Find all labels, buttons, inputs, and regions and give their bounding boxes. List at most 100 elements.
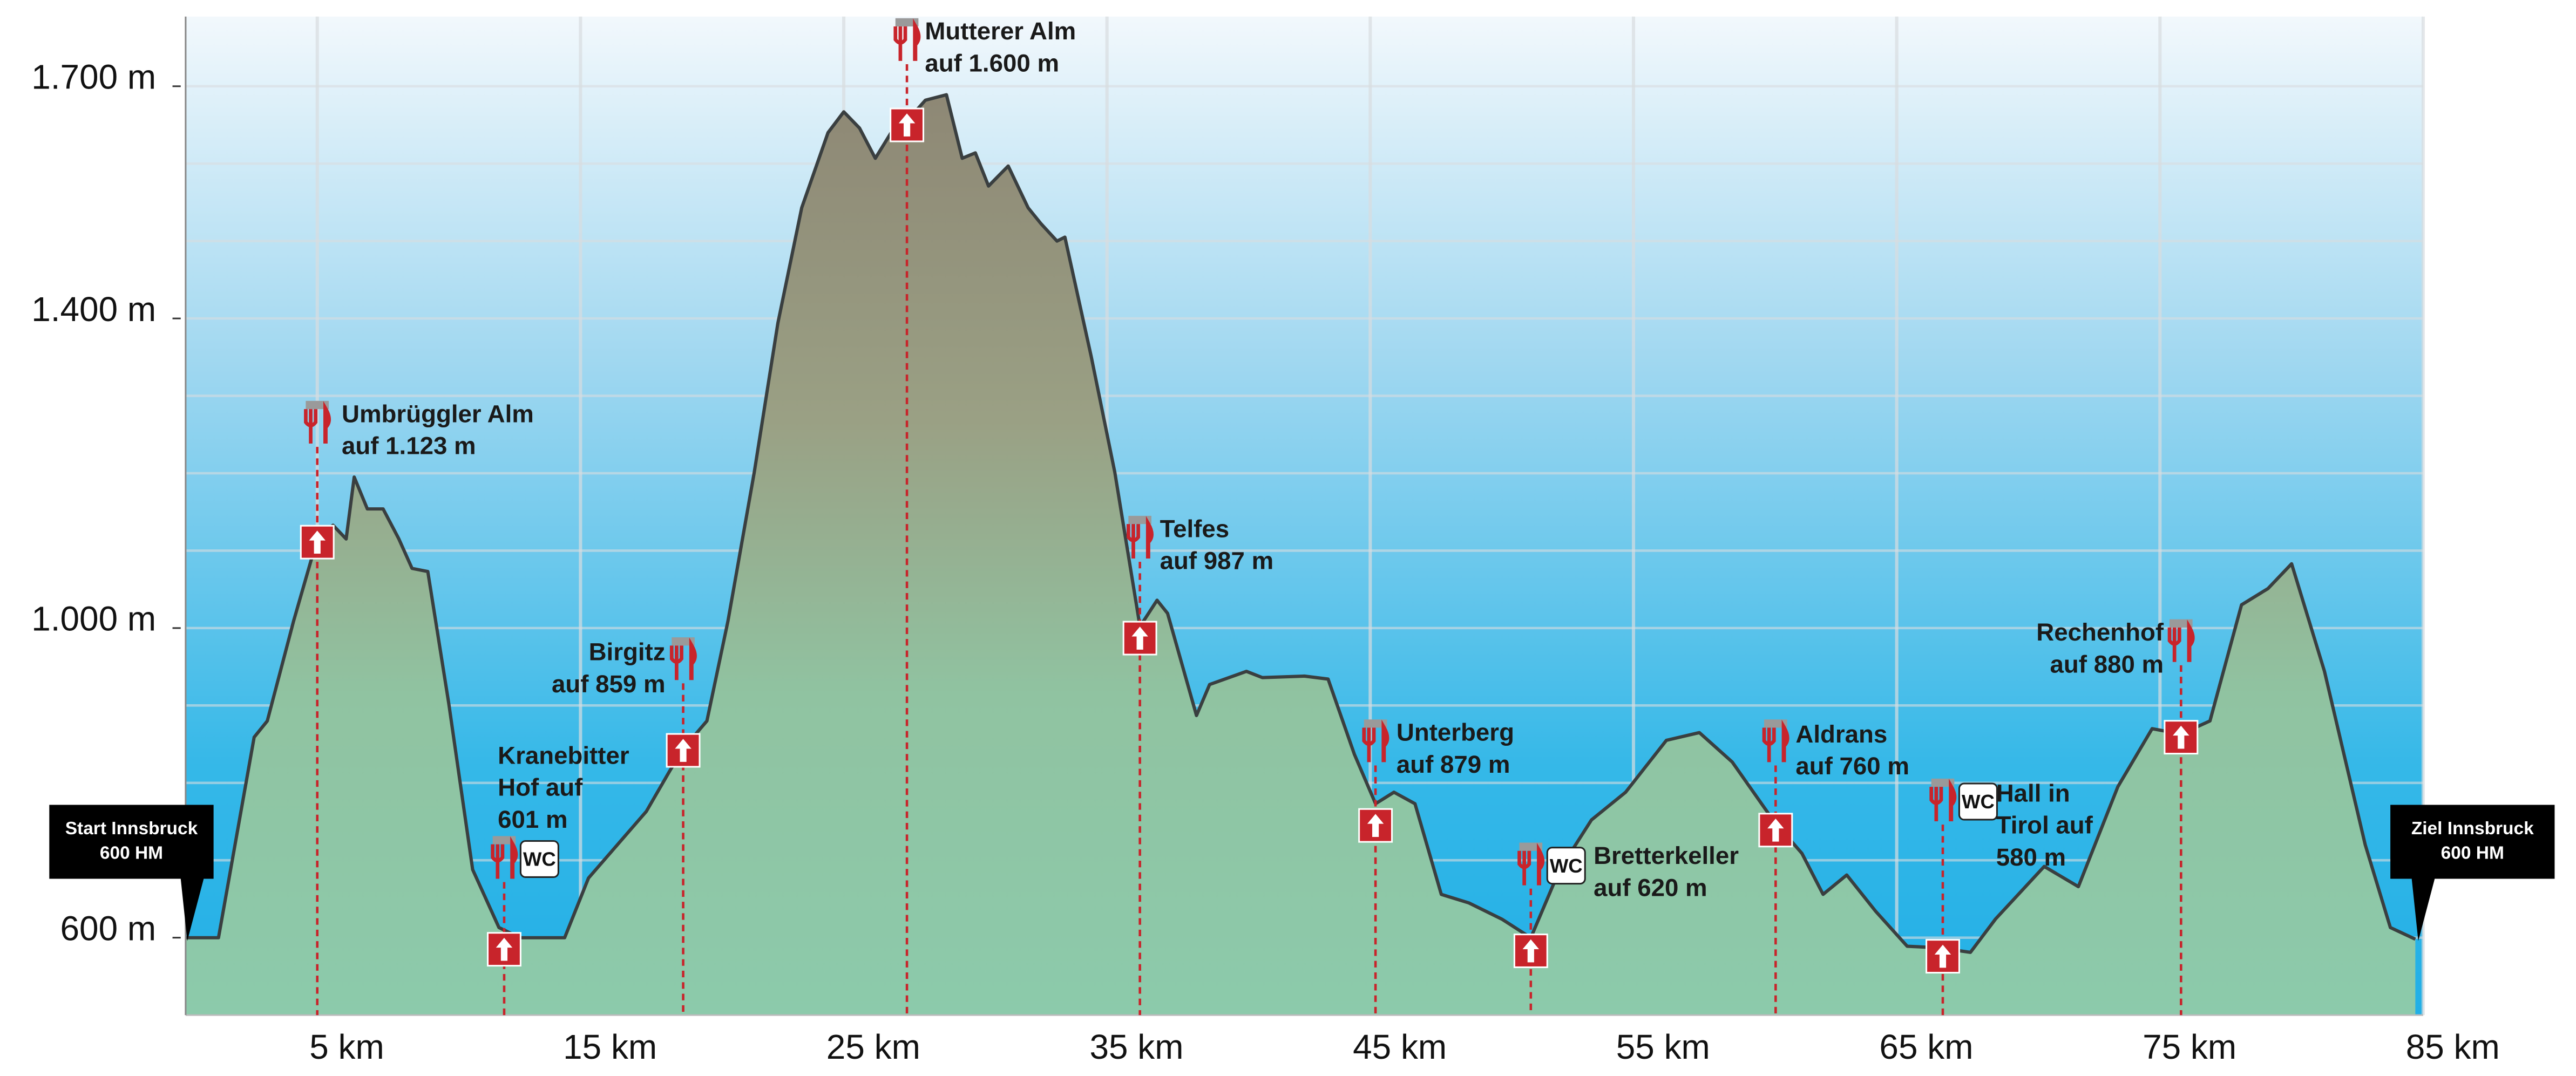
- marker-arrow: [1522, 939, 1540, 963]
- marker-arrow: [675, 739, 692, 762]
- icon-top: [672, 637, 695, 646]
- callout-label: Ziel Innsbruck: [2411, 819, 2534, 839]
- poi-label: Rechenhof: [2036, 618, 2164, 646]
- fork: [304, 409, 318, 444]
- fork: [491, 844, 505, 879]
- marker-arrow: [496, 937, 513, 961]
- poi-label: 580 m: [1996, 843, 2066, 871]
- foreground-layer: 600 m 1.000 m 1.400 m 1.700 m 5 km 15 km 25 km…: [31, 16, 2555, 1066]
- marker-arrow: [2173, 725, 2189, 749]
- marker-arrow: [1934, 944, 1951, 968]
- poi-label: auf 859 m: [552, 670, 666, 698]
- finish-callout: Ziel Innsbruck 600 HM: [2390, 805, 2555, 941]
- knife: [1381, 719, 1389, 762]
- poi-label: auf 879 m: [1397, 751, 1510, 778]
- marker-arrow: [1367, 814, 1384, 837]
- restaurant-icon: [1126, 515, 1154, 559]
- poi-label: Birgitz: [589, 638, 666, 666]
- poi-label: 601 m: [498, 806, 567, 833]
- restaurant-icon: [304, 400, 331, 444]
- x-tick-label: 75 km: [2143, 1027, 2236, 1066]
- fork: [2167, 627, 2181, 662]
- poi-label: Hall in: [1996, 779, 2070, 807]
- poi-label: Mutterer Alm: [925, 17, 1076, 45]
- wc-label: WC: [1550, 855, 1583, 877]
- callout-label: 600 HM: [2441, 843, 2504, 863]
- poi-marker: [1513, 934, 1548, 968]
- wc-label: WC: [523, 848, 556, 870]
- y-tick-label: 1.000 m: [31, 600, 156, 638]
- y-tick-label: 600 m: [60, 909, 156, 948]
- poi-marker: [1358, 808, 1393, 843]
- knife: [1145, 516, 1154, 559]
- poi-marker: [890, 107, 925, 142]
- fork: [893, 26, 907, 61]
- x-tick-label: 45 km: [1353, 1027, 1447, 1066]
- icon-top: [1764, 719, 1787, 728]
- icon-top: [1128, 515, 1151, 525]
- poi-label: auf 620 m: [1594, 874, 1707, 901]
- poi-label: auf 880 m: [2050, 650, 2164, 678]
- knife: [1781, 719, 1789, 762]
- poi-marker: [1122, 621, 1157, 656]
- knife: [510, 836, 518, 879]
- poi-label: Unterberg: [1397, 719, 1514, 746]
- poi-label: Telfes: [1160, 515, 1230, 542]
- marker-arrow: [1131, 626, 1148, 650]
- restaurant-icon: [1762, 719, 1789, 762]
- fork: [1762, 727, 1776, 762]
- poi-marker: [1758, 813, 1793, 848]
- poi-marker: [487, 932, 521, 967]
- x-tick-label: 15 km: [563, 1027, 657, 1066]
- start-callout: Start Innsbruck 600 HM: [49, 805, 214, 941]
- wc-label: WC: [1962, 791, 1995, 813]
- x-tick-label: 35 km: [1089, 1027, 1183, 1066]
- icon-top: [2170, 619, 2193, 628]
- restaurant-icon: [669, 637, 697, 680]
- x-tick-label: 55 km: [1616, 1027, 1710, 1066]
- restaurant-icon: [2167, 619, 2195, 662]
- poi-label: auf 760 m: [1795, 752, 1909, 780]
- poi-marker: [1926, 939, 1960, 974]
- restaurant-icon: [893, 18, 921, 61]
- restaurant-icon: [491, 836, 518, 879]
- icon-top: [492, 836, 516, 845]
- x-tick-label: 25 km: [826, 1027, 920, 1066]
- profile-area: [185, 94, 2416, 1016]
- wc-box: [519, 840, 559, 878]
- poi-label: Hof auf: [498, 774, 583, 801]
- poi-label: auf 1.600 m: [925, 50, 1059, 77]
- poi-label: Umbrüggler Alm: [342, 400, 534, 427]
- knife: [1537, 842, 1545, 886]
- fork: [1362, 727, 1376, 762]
- poi-marker: [666, 733, 701, 768]
- restaurant-icon: [1929, 778, 1957, 821]
- poi-label: auf 1.123 m: [342, 432, 476, 460]
- wc-box: [1958, 782, 1998, 821]
- x-tick-label: 5 km: [309, 1027, 384, 1066]
- knife: [2187, 619, 2195, 662]
- poi-marker: [300, 525, 335, 560]
- marker-arrow: [309, 530, 326, 554]
- fork: [1929, 787, 1943, 821]
- poi-label: Kranebitter: [498, 741, 629, 769]
- fork: [669, 645, 683, 680]
- knife: [689, 637, 697, 680]
- poi-label: Tirol auf: [1996, 812, 2093, 839]
- knife: [1949, 779, 1957, 821]
- fork: [1126, 524, 1140, 559]
- callout-box: [2390, 805, 2555, 941]
- x-tick-label: 85 km: [2406, 1027, 2500, 1066]
- marker-arrow: [898, 113, 916, 137]
- callout-label: 600 HM: [100, 843, 163, 863]
- fork: [1517, 850, 1531, 886]
- x-tick-label: 65 km: [1879, 1027, 1973, 1066]
- knife: [913, 18, 921, 61]
- y-tick-label: 1.400 m: [31, 290, 156, 329]
- poi-label: auf 987 m: [1160, 547, 1274, 575]
- knife: [323, 401, 331, 444]
- callout-box: [49, 805, 214, 941]
- icon-top: [1364, 719, 1387, 728]
